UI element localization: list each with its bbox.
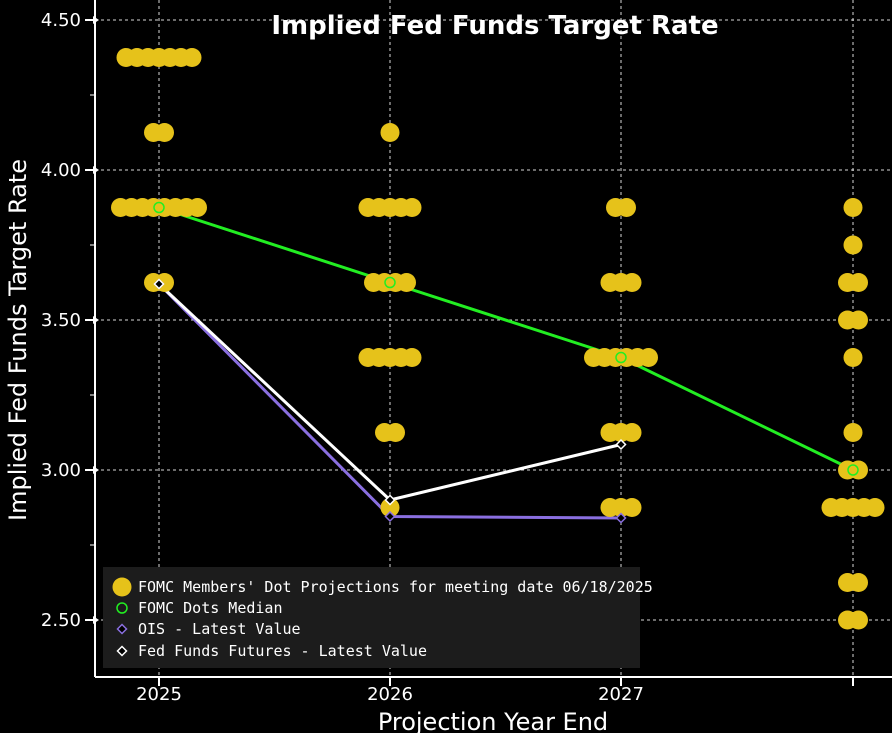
dot-projection xyxy=(188,198,207,217)
dot-projection xyxy=(617,198,636,217)
y-tick-label: 4.50 xyxy=(41,10,81,31)
median-marker xyxy=(615,351,627,364)
futures-marker xyxy=(153,278,165,290)
dot-projection xyxy=(849,573,868,592)
legend-entry-ois: OIS - Latest Value xyxy=(138,620,301,638)
futures-marker xyxy=(615,438,627,451)
x-axis-label: Projection Year End xyxy=(378,708,608,733)
dot-projection xyxy=(843,423,863,442)
dot-projection xyxy=(622,273,642,292)
legend-median-icon xyxy=(116,602,128,614)
dot-projection xyxy=(622,423,642,442)
dot-projection xyxy=(397,273,416,292)
ois-marker xyxy=(615,512,627,524)
median-line xyxy=(158,206,854,472)
y-tick-label: 3.50 xyxy=(41,310,81,331)
y-tick-label: 2.50 xyxy=(41,610,81,631)
dot-projection xyxy=(849,310,868,330)
legend-dots-icon xyxy=(112,577,132,597)
legend-entry-median: FOMC Dots Median xyxy=(138,599,283,617)
y-tick-label: 3.00 xyxy=(41,460,81,481)
dot-projection xyxy=(849,273,868,292)
dot-projection xyxy=(182,48,202,67)
series-markers xyxy=(153,201,859,524)
dot-projection xyxy=(865,498,885,517)
axes: 2.50 3.00 3.50 4.00 4.50 2025 2026 2027 xyxy=(41,0,892,705)
dot-projection xyxy=(386,423,405,442)
dot-projection xyxy=(155,123,174,142)
legend-background xyxy=(103,567,640,668)
dot-projection xyxy=(843,235,863,255)
median-marker xyxy=(384,276,396,289)
chart-title: Implied Fed Funds Target Rate xyxy=(271,11,718,41)
dot-projection xyxy=(402,348,422,367)
x-tick-label: 2026 xyxy=(367,684,413,705)
dot-projection xyxy=(843,348,863,367)
dot-projection xyxy=(380,123,400,142)
x-tick-label: 2025 xyxy=(136,684,182,705)
median-marker xyxy=(153,201,165,214)
ois-marker xyxy=(384,510,396,523)
legend-entry-dots: FOMC Members' Dot Projections for meetin… xyxy=(138,578,653,596)
legend-ois-icon xyxy=(116,623,128,635)
legend-entry-futures: Fed Funds Futures - Latest Value xyxy=(138,642,427,660)
median-marker xyxy=(847,464,859,476)
dot-projection xyxy=(843,198,863,217)
y-axis-label: Implied Fed Funds Target Rate xyxy=(4,159,32,521)
futures-marker xyxy=(384,494,396,506)
legend-futures-icon xyxy=(116,645,128,657)
dot-projection xyxy=(380,498,400,517)
dot-projection xyxy=(622,498,642,517)
legend: FOMC Members' Dot Projections for meetin… xyxy=(103,567,653,668)
dot-projection xyxy=(402,198,422,217)
x-tick-label: 2027 xyxy=(598,684,644,705)
y-tick-label: 4.00 xyxy=(41,160,81,181)
dot-projection xyxy=(639,348,658,367)
dot-projection xyxy=(849,610,868,630)
